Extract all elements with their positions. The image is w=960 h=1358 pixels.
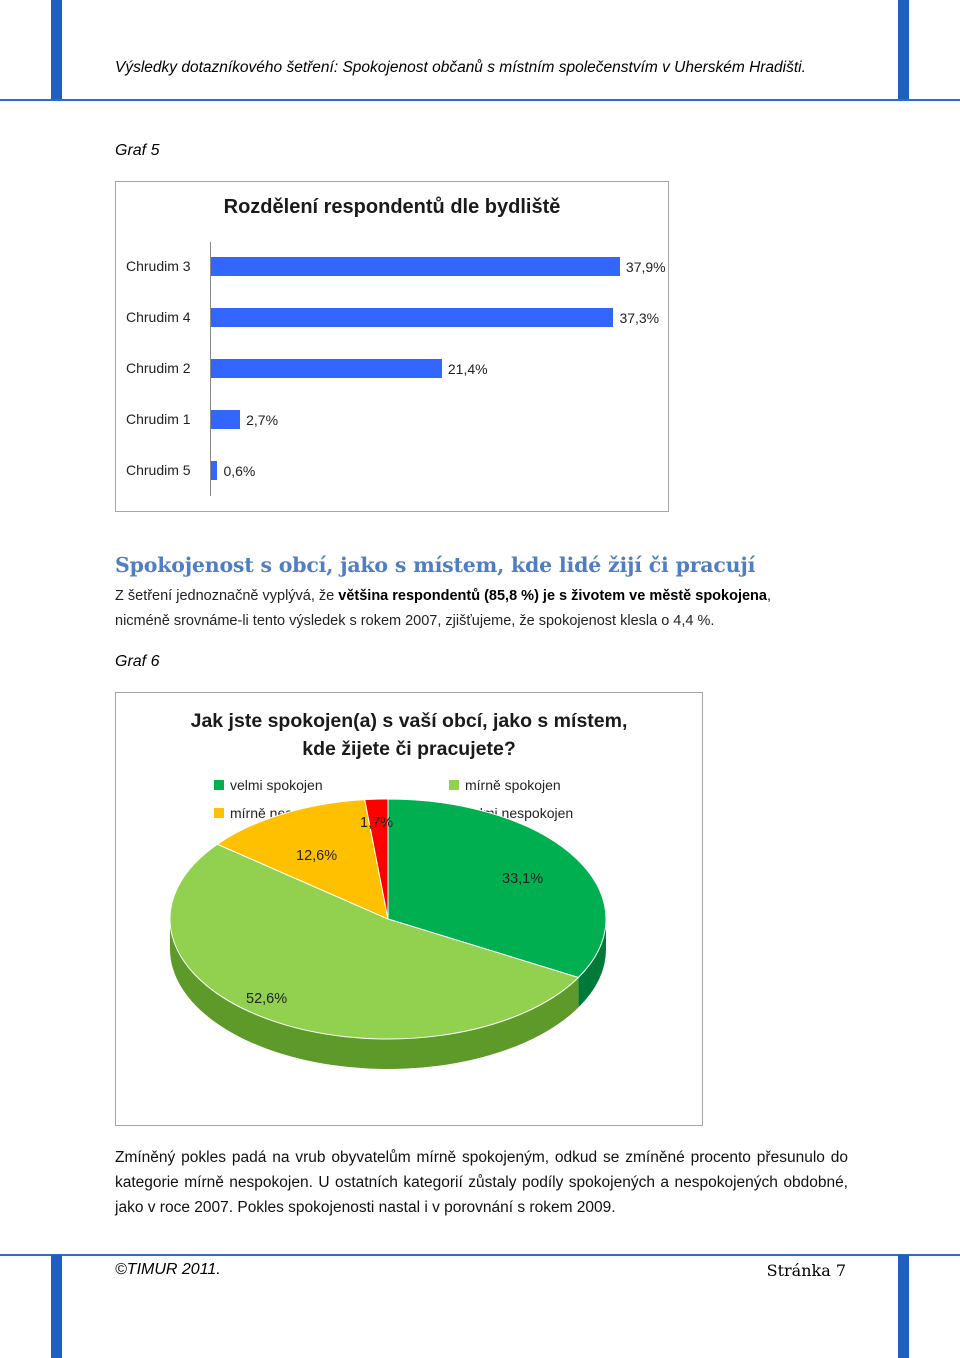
pie-label-velmi-spokojen: 33,1% <box>502 871 544 887</box>
section-paragraph-line1: Z šetření jednoznačně vyplývá, že většin… <box>115 584 848 609</box>
footer-rule <box>0 1254 960 1256</box>
chart1-title: Rozdělení respondentů dle bydliště <box>223 196 561 218</box>
pie-label-mirne-nespokojen: 12,6% <box>296 848 338 864</box>
para-bold: většina respondentů (85,8 %) je s živote… <box>338 588 767 604</box>
pie-slice <box>169 843 580 1040</box>
header-rule <box>0 99 960 101</box>
pie-label-velmi-nespokojen: 1,7% <box>360 815 394 831</box>
pie-slice <box>364 798 389 920</box>
footer-copyright: ©TIMUR 2011. <box>115 1261 221 1278</box>
chart2-title: Jak jste spokojen(a) s vaší obcí, jako s… <box>116 707 702 763</box>
chart2-title-line2: kde žijete či pracujete? <box>302 738 516 760</box>
chart-satisfaction-pie: Jak jste spokojen(a) s vaší obcí, jako s… <box>115 692 703 1126</box>
chart-respondents-by-residence: Rozdělení respondentů dle bydliště Chrud… <box>115 181 669 512</box>
chart1-category-label: Chrudim 2 <box>126 360 191 376</box>
legend-label: mírně spokojen <box>465 777 561 793</box>
graf6-caption: Graf 6 <box>115 653 160 670</box>
pie-side-wall <box>170 919 579 1069</box>
chart1-category-label: Chrudim 4 <box>126 309 191 325</box>
pie-label-mirne-spokojen: 52,6% <box>246 991 288 1007</box>
chart2-title-line1: Jak jste spokojen(a) s vaší obcí, jako s… <box>190 710 628 732</box>
section-paragraph-line2: nicméně srovnáme-li tento výsledek s rok… <box>115 613 715 629</box>
pie-side-wall <box>578 919 606 1008</box>
pie-chart <box>169 798 607 1069</box>
graf5-caption: Graf 5 <box>115 142 160 159</box>
footer-left-bar <box>51 1255 62 1358</box>
pie-slice <box>387 798 607 979</box>
para-comma: , <box>766 588 772 604</box>
footer-right-bar <box>898 1255 909 1358</box>
chart1-value-label: 0,6% <box>223 463 256 479</box>
legend-swatch <box>214 780 224 790</box>
chart1-bar <box>211 308 614 327</box>
footer-page-number: Stránka 7 <box>766 1261 846 1280</box>
chart1-bar <box>211 359 442 378</box>
header-right-bar <box>898 0 909 100</box>
legend-item-velmi-spokojen: velmi spokojen <box>214 777 323 793</box>
legend-swatch <box>214 808 224 818</box>
legend-label: velmi spokojen <box>230 777 323 793</box>
header-left-bar <box>51 0 62 100</box>
section-heading: Spokojenost s obcí, jako s místem, kde l… <box>115 553 756 577</box>
chart1-category-label: Chrudim 1 <box>126 411 191 427</box>
header-title: Výsledky dotazníkového šetření: Spokojen… <box>115 59 806 76</box>
chart1-bar <box>211 461 218 480</box>
chart1-value-label: 37,3% <box>619 310 660 326</box>
chart1-value-label: 21,4% <box>447 361 488 377</box>
pie-slice <box>216 799 389 920</box>
chart1-value-label: 37,9% <box>625 259 666 275</box>
chart1-category-label: Chrudim 5 <box>126 462 191 478</box>
chart1-category-label: Chrudim 3 <box>126 258 191 274</box>
chart1-bar <box>211 410 241 429</box>
body-paragraph: Zmíněný pokles padá na vrub obyvatelům m… <box>115 1149 848 1216</box>
legend-swatch <box>449 780 459 790</box>
legend-item-mirne-spokojen: mírně spokojen <box>449 777 561 793</box>
chart1-axis <box>210 242 211 496</box>
chart1-bar <box>211 257 620 276</box>
chart1-value-label: 2,7% <box>246 412 279 428</box>
para-text: Z šetření jednoznačně vyplývá, že <box>115 588 339 604</box>
